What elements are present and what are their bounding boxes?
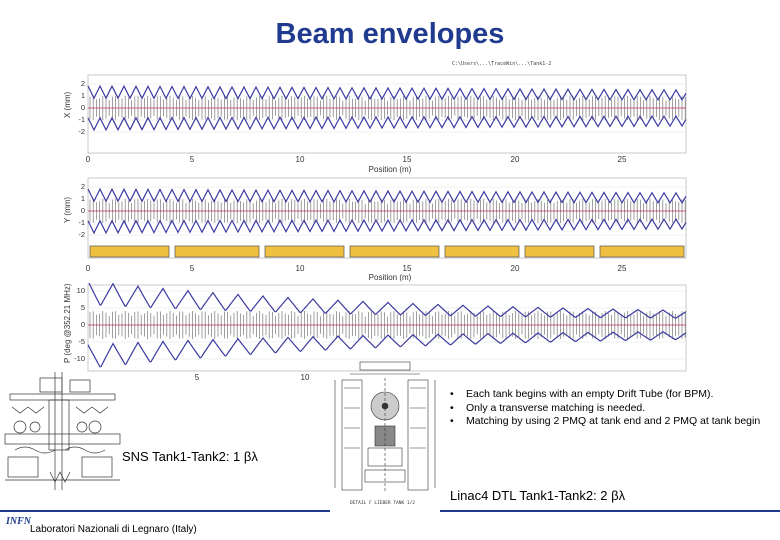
x-envelope-upper: [87, 84, 687, 102]
file-path-label: C:\Users\...\TraceWin\...\Tank1-2: [452, 61, 552, 67]
svg-text:DETAIL F LIEBER TANK 1/2: DETAIL F LIEBER TANK 1/2: [350, 500, 415, 506]
tank-bar: [89, 245, 170, 258]
tank-bar: [444, 245, 520, 258]
y-ytick: 2: [81, 182, 85, 191]
x-ytick: 2: [81, 79, 85, 88]
tank-bar: [524, 245, 595, 258]
y-xtick: 20: [511, 264, 520, 273]
tank-bars: [89, 245, 685, 258]
x-envelope-lower: [87, 114, 687, 132]
phase-ytick: 0: [81, 320, 85, 329]
infn-logo: INFN: [6, 516, 32, 527]
y-ylabel: Y (mm): [63, 197, 72, 223]
y-xlabel: Position (m): [369, 273, 412, 282]
bullet-item: Only a transverse matching is needed.: [450, 402, 760, 416]
y-envelope-upper: [87, 187, 687, 205]
tank-bar: [264, 245, 345, 258]
x-ytick: -1: [78, 115, 85, 124]
linac4-caption: Linac4 DTL Tank1-Tank2: 2 βλ: [450, 488, 626, 503]
x-xtick: 25: [618, 155, 627, 164]
phase-ytick: 10: [77, 286, 85, 295]
x-ylabel: X (mm): [63, 91, 72, 118]
phase-envelope-plot: P (deg @352.21 MHz) 10 5 0 -5 -10 5 10: [63, 283, 687, 382]
tank-bar: [349, 245, 440, 258]
phase-ytick: -10: [74, 354, 85, 363]
y-ytick: -1: [78, 218, 85, 227]
slide-title: Beam envelopes: [275, 18, 505, 50]
x-ytick: 0: [81, 103, 85, 112]
sns-tank-drawing: [4, 372, 121, 490]
phase-xtick: 5: [195, 373, 200, 382]
bullet-item: Each tank begins with an empty Drift Tub…: [450, 388, 760, 402]
x-xtick: 15: [403, 155, 412, 164]
sns-caption: SNS Tank1-Tank2: 1 βλ: [122, 449, 258, 464]
tank-bar: [599, 245, 685, 258]
footer-text: Laboratori Nazionali di Legnaro (Italy): [30, 524, 197, 535]
x-xtick: 0: [86, 155, 91, 164]
x-ytick: 1: [81, 91, 85, 100]
phase-ylabel: P (deg @352.21 MHz): [63, 283, 72, 363]
y-envelope-plot: Y (mm) 2 1 0 -1 -2 0 5 10 15 20 25 Posit…: [63, 177, 687, 282]
x-xtick: 20: [511, 155, 520, 164]
phase-ytick: 5: [81, 303, 85, 312]
footer-divider-left: [0, 510, 330, 512]
y-envelope-lower: [87, 217, 687, 235]
y-xtick: 0: [86, 264, 91, 273]
tank-bar: [174, 245, 260, 258]
y-ytick: 0: [81, 206, 85, 215]
x-ytick: -2: [78, 127, 85, 136]
phase-envelope-upper: [88, 283, 687, 319]
phase-xtick: 10: [301, 373, 310, 382]
x-xtick: 5: [190, 155, 195, 164]
x-xlabel: Position (m): [369, 165, 412, 174]
footer-divider-right: [440, 510, 780, 512]
y-xtick: 15: [403, 264, 412, 273]
y-xtick: 10: [296, 264, 305, 273]
y-ytick: 1: [81, 194, 85, 203]
y-xtick: 25: [618, 264, 627, 273]
bullet-list: Each tank begins with an empty Drift Tub…: [450, 388, 760, 429]
linac4-dtl-drawing: DETAIL F LIEBER TANK 1/2: [334, 361, 436, 506]
x-xtick: 10: [296, 155, 305, 164]
phase-ytick: -5: [78, 337, 85, 346]
bullet-item: Matching by using 2 PMQ at tank end and …: [450, 415, 760, 429]
y-ytick: -2: [78, 230, 85, 239]
x-envelope-plot: X (mm) 2 1 0 -1 -2 0 5 10 15 20 25 Posit…: [63, 74, 687, 174]
phase-envelope-lower: [87, 331, 687, 368]
y-xtick: 5: [190, 264, 195, 273]
